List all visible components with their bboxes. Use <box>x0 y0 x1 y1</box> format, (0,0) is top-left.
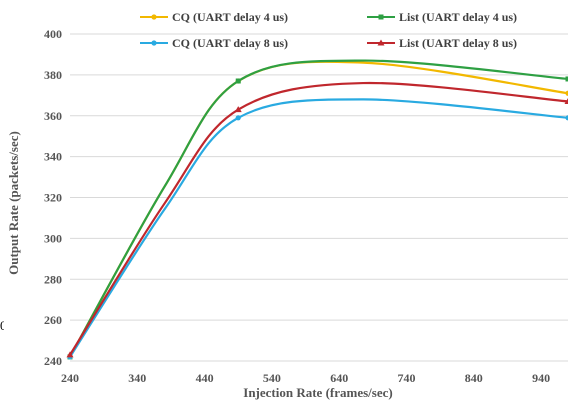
x-tick-label: 240 <box>61 371 79 385</box>
data-point <box>565 76 568 82</box>
y-tick-label: 360 <box>44 109 62 123</box>
y-axis-ticks: 240 260 280 300 320 340 360 380 400 <box>44 27 62 368</box>
y-tick-label: 400 <box>44 27 62 41</box>
legend-marker <box>377 39 385 46</box>
y-tick-label: 280 <box>44 272 62 286</box>
data-point <box>565 115 568 121</box>
y-tick-label: 340 <box>44 150 62 164</box>
y-tick-label: 240 <box>44 354 62 368</box>
y-tick-label: 300 <box>44 231 62 245</box>
data-point <box>564 97 568 104</box>
legend-label: List (UART delay 4 us) <box>399 10 517 24</box>
legend-label: List (UART delay 8 us) <box>399 36 517 50</box>
y-tick-label: 380 <box>44 68 62 82</box>
x-tick-label: 440 <box>196 371 214 385</box>
data-point <box>66 351 74 358</box>
data-point <box>234 106 242 113</box>
x-axis-ticks: 240 340 440 540 640 740 840 940 <box>61 371 550 385</box>
legend-marker <box>378 14 384 20</box>
data-point <box>235 78 241 84</box>
data-point <box>565 90 568 96</box>
y-axis-title: Output Rate (packets/sec) <box>6 131 21 275</box>
legend-label: CQ (UART delay 4 us) <box>172 10 288 24</box>
x-tick-label: 340 <box>128 371 146 385</box>
x-axis-title: Injection Rate (frames/sec) <box>243 385 392 400</box>
gridlines <box>70 33 568 362</box>
x-tick-label: 640 <box>330 371 348 385</box>
series-line <box>69 59 568 358</box>
x-tick-label: 940 <box>532 371 550 385</box>
series-line <box>69 98 568 358</box>
x-tick-label: 540 <box>263 371 281 385</box>
series-lines <box>66 59 568 360</box>
series-line <box>69 60 568 358</box>
legend-label: CQ (UART delay 8 us) <box>172 36 288 50</box>
legend: CQ (UART delay 4 us) List (UART delay 4 u… <box>140 10 517 50</box>
legend-marker <box>151 14 157 20</box>
y-tick-label: 320 <box>44 191 62 205</box>
stray-fragment-text: 0 <box>0 318 4 332</box>
data-point <box>235 115 241 121</box>
x-tick-label: 840 <box>465 371 483 385</box>
x-tick-label: 740 <box>397 371 415 385</box>
y-tick-label: 260 <box>44 313 62 327</box>
legend-marker <box>151 40 157 46</box>
